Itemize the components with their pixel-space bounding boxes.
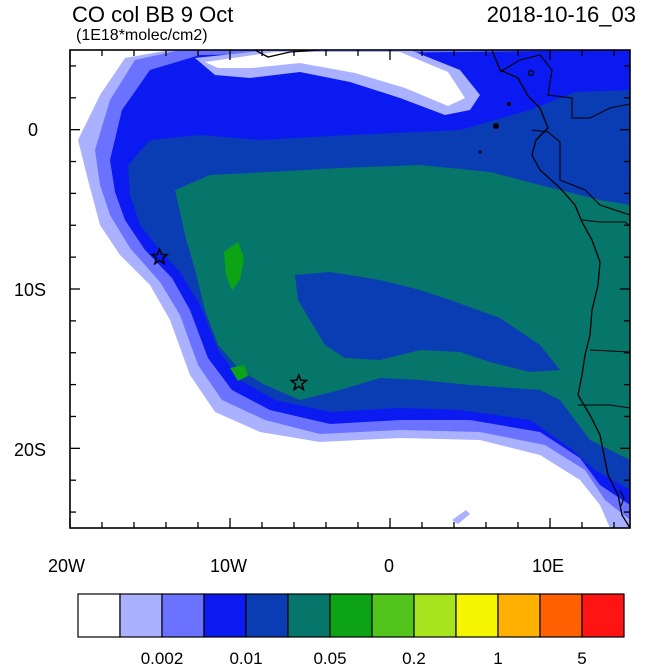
colorbar-label: 0.2	[402, 649, 426, 668]
colorbar-swatch	[371, 593, 415, 638]
colorbar-swatch	[161, 593, 205, 638]
colorbar-swatch	[203, 593, 247, 638]
star-marker	[289, 372, 309, 392]
colorbar-label: 1	[493, 649, 503, 668]
colorbar-label: 0.002	[140, 649, 184, 668]
colorbar	[77, 593, 625, 638]
plot-units: (1E18*molec/cm2)	[76, 27, 208, 44]
x-tick-label: 10E	[532, 556, 565, 576]
colorbar-swatch	[119, 593, 163, 638]
colorbar-swatch	[413, 593, 457, 638]
x-tick-label: 10W	[210, 556, 248, 576]
colorbar-swatch	[77, 593, 121, 638]
y-tick-label: 0	[28, 120, 39, 140]
colorbar-label: 0.01	[229, 649, 263, 668]
plot-title: CO col BB 9 Oct	[72, 2, 234, 27]
colorbar-label: 0.05	[313, 649, 347, 668]
y-tick-label: 10S	[14, 280, 47, 300]
x-tick-label: 0	[384, 556, 395, 576]
colorbar-swatch	[455, 593, 499, 638]
x-tick-label: 20W	[48, 556, 86, 576]
co-concentration-field	[70, 50, 630, 528]
colorbar-swatch	[497, 593, 541, 638]
colorbar-swatch	[539, 593, 583, 638]
colorbar-swatch	[287, 593, 331, 638]
plot-datetime: 2018-10-16_03	[486, 2, 636, 27]
colorbar-swatch	[245, 593, 289, 638]
y-tick-label: 20S	[14, 440, 47, 460]
axis-ticks	[69, 50, 630, 528]
star-marker	[149, 246, 170, 266]
colorbar-swatch	[329, 593, 373, 638]
colorbar-label: 5	[577, 649, 587, 668]
colorbar-swatch	[581, 593, 625, 638]
markers-layer	[149, 246, 309, 392]
